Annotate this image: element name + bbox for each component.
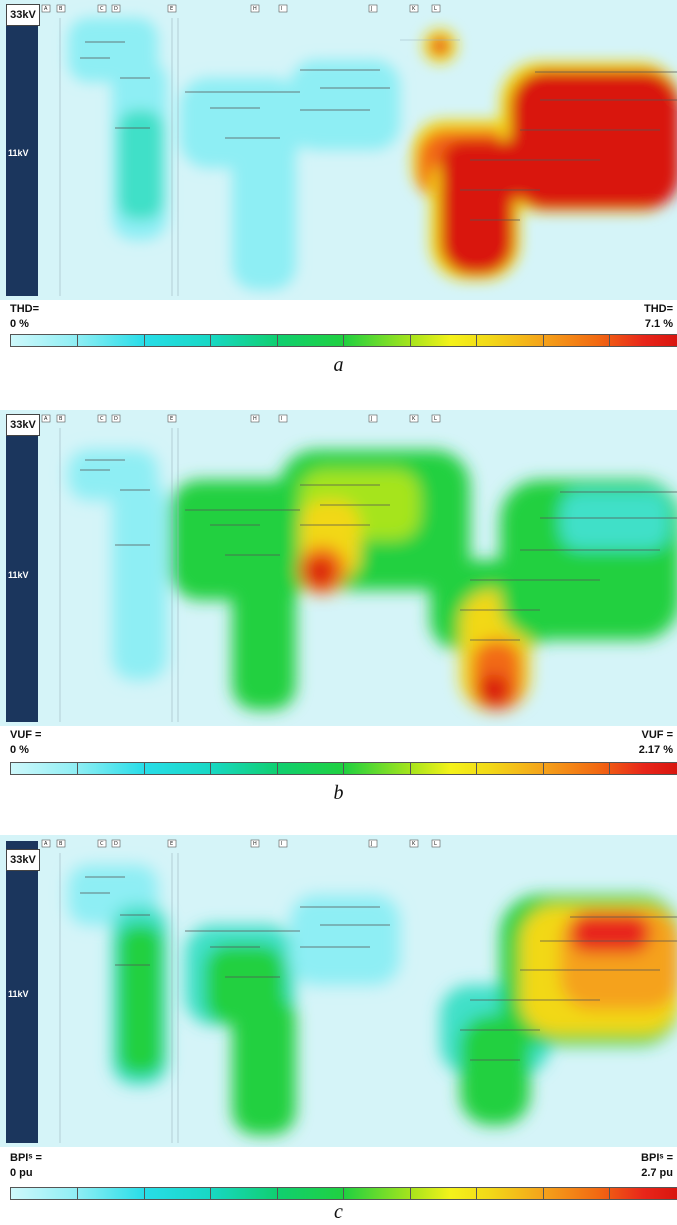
voltage-11kv-label: 11kV [8,989,29,999]
svg-text:E: E [170,841,173,847]
metric-max-a: THD= 7.1 % [644,302,673,332]
svg-text:I: I [281,6,282,12]
panel-a: A B C D E H I J K L 33kV 11kV THD= 0 % T… [0,0,677,380]
svg-text:A: A [44,6,48,12]
panel-c: A B C D E H I J K L 33kV 11kV BPIˢ = 0 p… [0,835,677,1225]
caption-c: c [334,1201,343,1223]
node-labels-c: A B C D E H I J K L [41,839,441,848]
heatmap-c: A B C D E H I J K L 33kV 11kV [0,835,677,1147]
heatmap-a: A B C D E H I J K L 33kV 11kV [0,0,677,300]
metric-max-value: 2.17 % [638,744,673,756]
svg-text:H: H [253,416,257,422]
svg-text:C: C [100,416,104,422]
svg-text:L: L [434,841,437,847]
heatmap-b: A B C D E H I J K L 33kV 11kV [0,410,677,726]
svg-text:B: B [59,416,63,422]
metric-min-value: 0 % [10,318,29,330]
svg-text:H: H [253,6,257,12]
svg-text:J: J [370,416,372,422]
svg-text:C: C [100,6,104,12]
caption-a: a [333,354,344,376]
svg-text:C: C [100,841,104,847]
metric-max-c: BPIˢ = 2.7 pu [641,1151,673,1181]
svg-text:K: K [412,416,416,422]
svg-text:A: A [44,416,48,422]
metric-max-b: VUF = 2.17 % [639,728,673,758]
color-scale-c [10,1187,677,1200]
voltage-11kv-label: 11kV [8,570,29,580]
metric-label: VUF = [10,729,42,741]
heatmap-svg-a: A B C D E H I J K L [0,0,677,300]
metric-min-b: VUF = 0 % [10,728,41,758]
caption-b: b [333,782,344,804]
metric-min-value: 0 pu [10,1167,33,1179]
svg-text:L: L [434,416,437,422]
metric-label: BPIˢ = [10,1152,42,1164]
metric-label: BPIˢ = [641,1152,673,1164]
color-scale-b [10,762,677,775]
metric-min-value: 0 % [10,744,29,756]
svg-text:B: B [59,6,63,12]
voltage-11kv-label: 11kV [8,148,29,158]
metric-max-value: 2.7 pu [641,1167,673,1179]
svg-text:D: D [114,6,118,12]
metric-min-a: THD= 0 % [10,302,39,332]
svg-text:H: H [253,841,257,847]
svg-text:E: E [170,6,173,12]
svg-text:L: L [434,6,437,12]
panel-b: A B C D E H I J K L 33kV 11kV VUF = 0 % … [0,410,677,804]
heatmap-svg-b: A B C D E H I J K L [0,410,677,726]
svg-text:J: J [370,841,372,847]
metric-label: THD= [10,303,40,315]
voltage-33kv-label: 33kV [6,849,40,871]
heatmap-svg-c: A B C D E H I J K L [0,835,677,1147]
svg-text:E: E [170,416,173,422]
svg-text:I: I [281,416,282,422]
voltage-33kv-label: 33kV [6,4,40,26]
svg-text:B: B [59,841,63,847]
svg-text:D: D [114,416,118,422]
node-labels-b: A B C D E H I J K L [41,414,441,423]
metric-label: VUF = [641,729,673,741]
voltage-33kv-label: 33kV [6,414,40,436]
svg-text:A: A [44,841,48,847]
metric-label: THD= [643,303,673,315]
node-labels-a: A B C D E H I J K L [41,4,441,13]
color-scale-a [10,334,677,347]
metric-min-c: BPIˢ = 0 pu [10,1151,42,1181]
svg-text:K: K [412,841,416,847]
svg-text:D: D [114,841,118,847]
svg-text:I: I [281,841,282,847]
svg-text:K: K [412,6,416,12]
metric-max-value: 7.1 % [644,318,673,330]
svg-text:J: J [370,6,372,12]
